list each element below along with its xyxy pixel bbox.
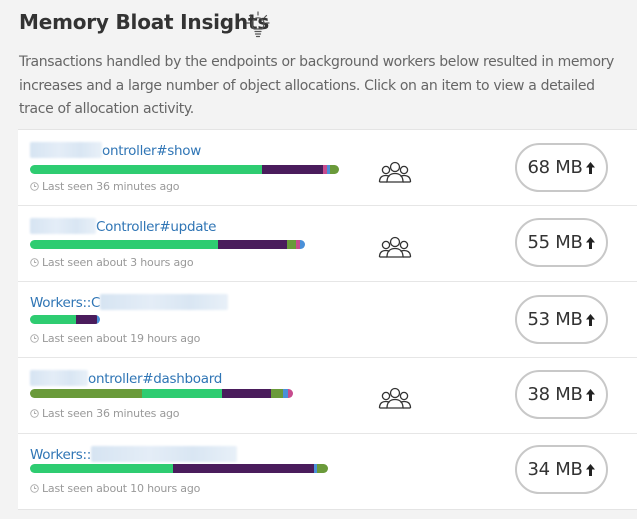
last-seen-text: Last seen about 10 hours ago xyxy=(42,482,201,495)
insight-row[interactable]: Workers::C Last seen about 19 hours ago … xyxy=(18,282,637,358)
last-seen: Last seen about 10 hours ago xyxy=(30,482,200,495)
redacted-text xyxy=(100,293,229,310)
clock-icon xyxy=(30,258,39,267)
users-icon xyxy=(378,161,412,183)
memory-value: 34 MB xyxy=(527,459,583,480)
memory-value: 68 MB xyxy=(527,157,583,178)
endpoint-name: Workers:: xyxy=(30,447,91,463)
clock-icon xyxy=(30,182,39,191)
memory-increase-badge: 38 MB xyxy=(515,370,608,419)
clock-icon xyxy=(30,334,39,343)
arrow-up-icon xyxy=(585,463,595,476)
endpoint-name-link[interactable]: ontroller#show xyxy=(30,141,201,159)
redacted-text xyxy=(30,217,96,234)
last-seen-text: Last seen 36 minutes ago xyxy=(42,180,180,193)
last-seen: Last seen about 3 hours ago xyxy=(30,256,194,269)
last-seen-text: Last seen about 3 hours ago xyxy=(42,256,194,269)
arrow-up-icon xyxy=(585,236,595,249)
memory-increase-badge: 68 MB xyxy=(515,143,608,192)
memory-value: 38 MB xyxy=(527,384,583,405)
redacted-text xyxy=(30,141,102,158)
allocation-bar xyxy=(30,389,293,398)
arrow-up-icon xyxy=(585,313,595,326)
arrow-up-icon xyxy=(585,161,595,174)
last-seen: Last seen about 19 hours ago xyxy=(30,332,200,345)
users-icon xyxy=(378,236,412,258)
insight-row[interactable]: ontroller#show Last seen 36 minutes ago xyxy=(18,130,637,206)
memory-value: 55 MB xyxy=(527,232,583,253)
endpoint-name-link[interactable]: Controller#update xyxy=(30,217,217,235)
endpoint-name: ontroller#dashboard xyxy=(88,371,223,387)
endpoint-name: Controller#update xyxy=(96,219,217,235)
page-title: Memory Bloat Insights xyxy=(19,10,270,34)
memory-increase-badge: 34 MB xyxy=(515,445,608,494)
redacted-text xyxy=(91,445,237,462)
endpoint-name: Workers::C xyxy=(30,295,101,311)
last-seen: Last seen 36 minutes ago xyxy=(30,407,180,420)
page-description: Transactions handled by the endpoints or… xyxy=(19,54,614,117)
memory-value: 53 MB xyxy=(527,309,583,330)
memory-increase-badge: 55 MB xyxy=(515,218,608,267)
endpoint-name-link[interactable]: ontroller#dashboard xyxy=(30,369,223,387)
last-seen-text: Last seen about 19 hours ago xyxy=(42,332,201,345)
insight-row[interactable]: Controller#update Last seen about 3 hour… xyxy=(18,206,637,282)
arrow-up-icon xyxy=(585,388,595,401)
endpoint-name: ontroller#show xyxy=(102,143,201,159)
insight-row[interactable]: ontroller#dashboard Last seen 36 minutes… xyxy=(18,358,637,434)
memory-increase-badge: 53 MB xyxy=(515,295,608,344)
allocation-bar xyxy=(30,464,328,473)
allocation-bar xyxy=(30,165,339,174)
allocation-bar xyxy=(30,315,100,324)
endpoint-name-link[interactable]: Workers:: xyxy=(30,445,237,463)
last-seen-text: Last seen 36 minutes ago xyxy=(42,407,180,420)
last-seen: Last seen 36 minutes ago xyxy=(30,180,180,193)
endpoint-name-link[interactable]: Workers::C xyxy=(30,293,229,311)
allocation-bar xyxy=(30,240,305,249)
lightbulb-icon xyxy=(246,11,270,38)
insight-row[interactable]: Workers:: Last seen about 10 hours ago 3… xyxy=(18,434,637,509)
clock-icon xyxy=(30,484,39,493)
memory-insights-list: ontroller#show Last seen 36 minutes ago xyxy=(18,129,637,510)
clock-icon xyxy=(30,409,39,418)
redacted-text xyxy=(30,369,88,386)
users-icon xyxy=(378,387,412,409)
